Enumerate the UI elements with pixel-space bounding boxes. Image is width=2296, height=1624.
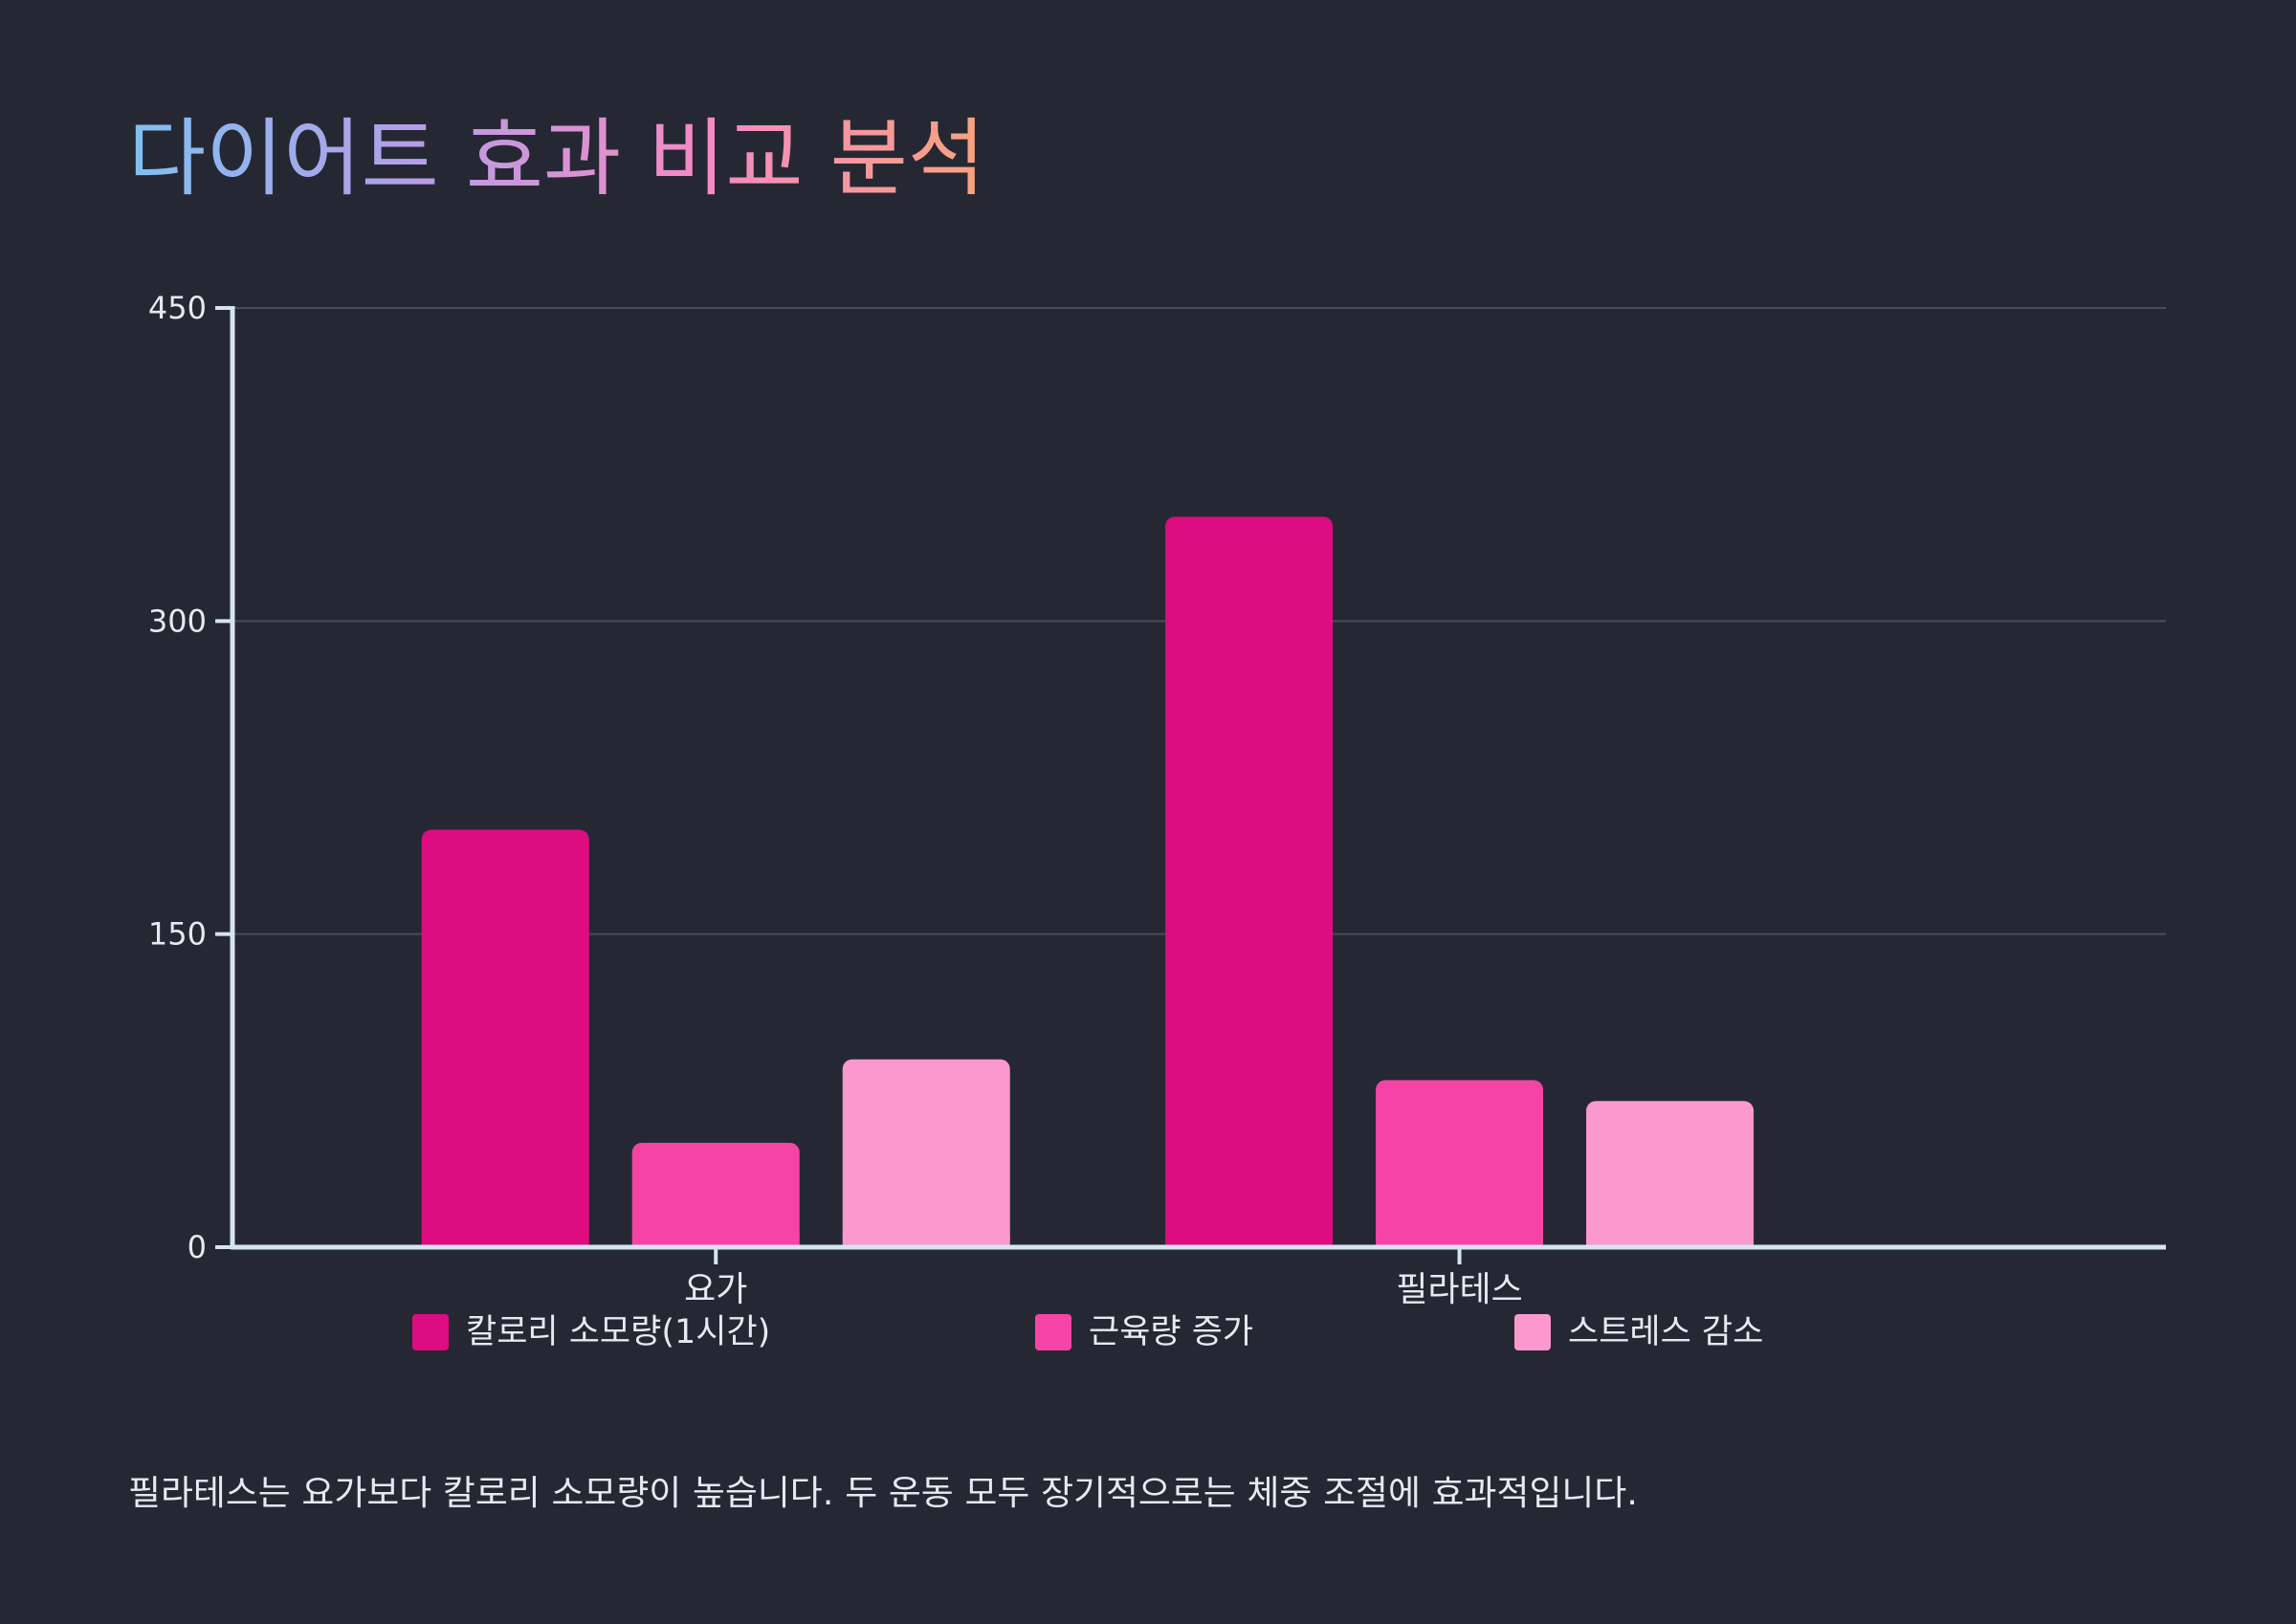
y-tick-label: 0 xyxy=(188,1229,207,1265)
legend-swatch xyxy=(1035,1314,1071,1350)
legend-label: 스트레스 감소 xyxy=(1568,1313,1763,1351)
bar xyxy=(1586,1101,1755,1247)
bar xyxy=(1165,516,1334,1247)
axes: 0 150 300 450 요가 필라테스 xyxy=(148,290,2166,1309)
y-tick-label: 450 xyxy=(148,290,207,326)
bar xyxy=(1376,1080,1544,1247)
legend-label: 근육량 증가 xyxy=(1089,1313,1253,1351)
y-tick-label: 300 xyxy=(148,603,207,639)
bar-base xyxy=(1376,1236,1544,1247)
legend-label: 칼로리 소모량(1시간) xyxy=(466,1313,770,1351)
bar-base xyxy=(842,1236,1010,1247)
legend-swatch xyxy=(412,1314,449,1350)
bar-base xyxy=(421,1236,589,1247)
bar-base xyxy=(1586,1236,1755,1247)
y-tick-label: 150 xyxy=(148,916,207,953)
bars xyxy=(421,516,1755,1247)
x-tick-label: 필라테스 xyxy=(1396,1270,1522,1309)
bar-base xyxy=(1165,1236,1334,1247)
x-tick-label: 요가 xyxy=(684,1270,747,1309)
bar xyxy=(421,829,589,1247)
legend-swatch xyxy=(1514,1314,1551,1350)
chart-title: 다이어트 효과 비교 분석 xyxy=(128,109,985,208)
bar xyxy=(842,1059,1010,1247)
bar-base xyxy=(631,1236,800,1247)
caption-text: 필라테스는 요가보다 칼로리 소모량이 높습니다. 두 운동 모두 장기적으로는… xyxy=(128,1474,1638,1513)
bar xyxy=(631,1142,800,1247)
legend: 칼로리 소모량(1시간) 근육량 증가 스트레스 감소 xyxy=(412,1313,1763,1351)
